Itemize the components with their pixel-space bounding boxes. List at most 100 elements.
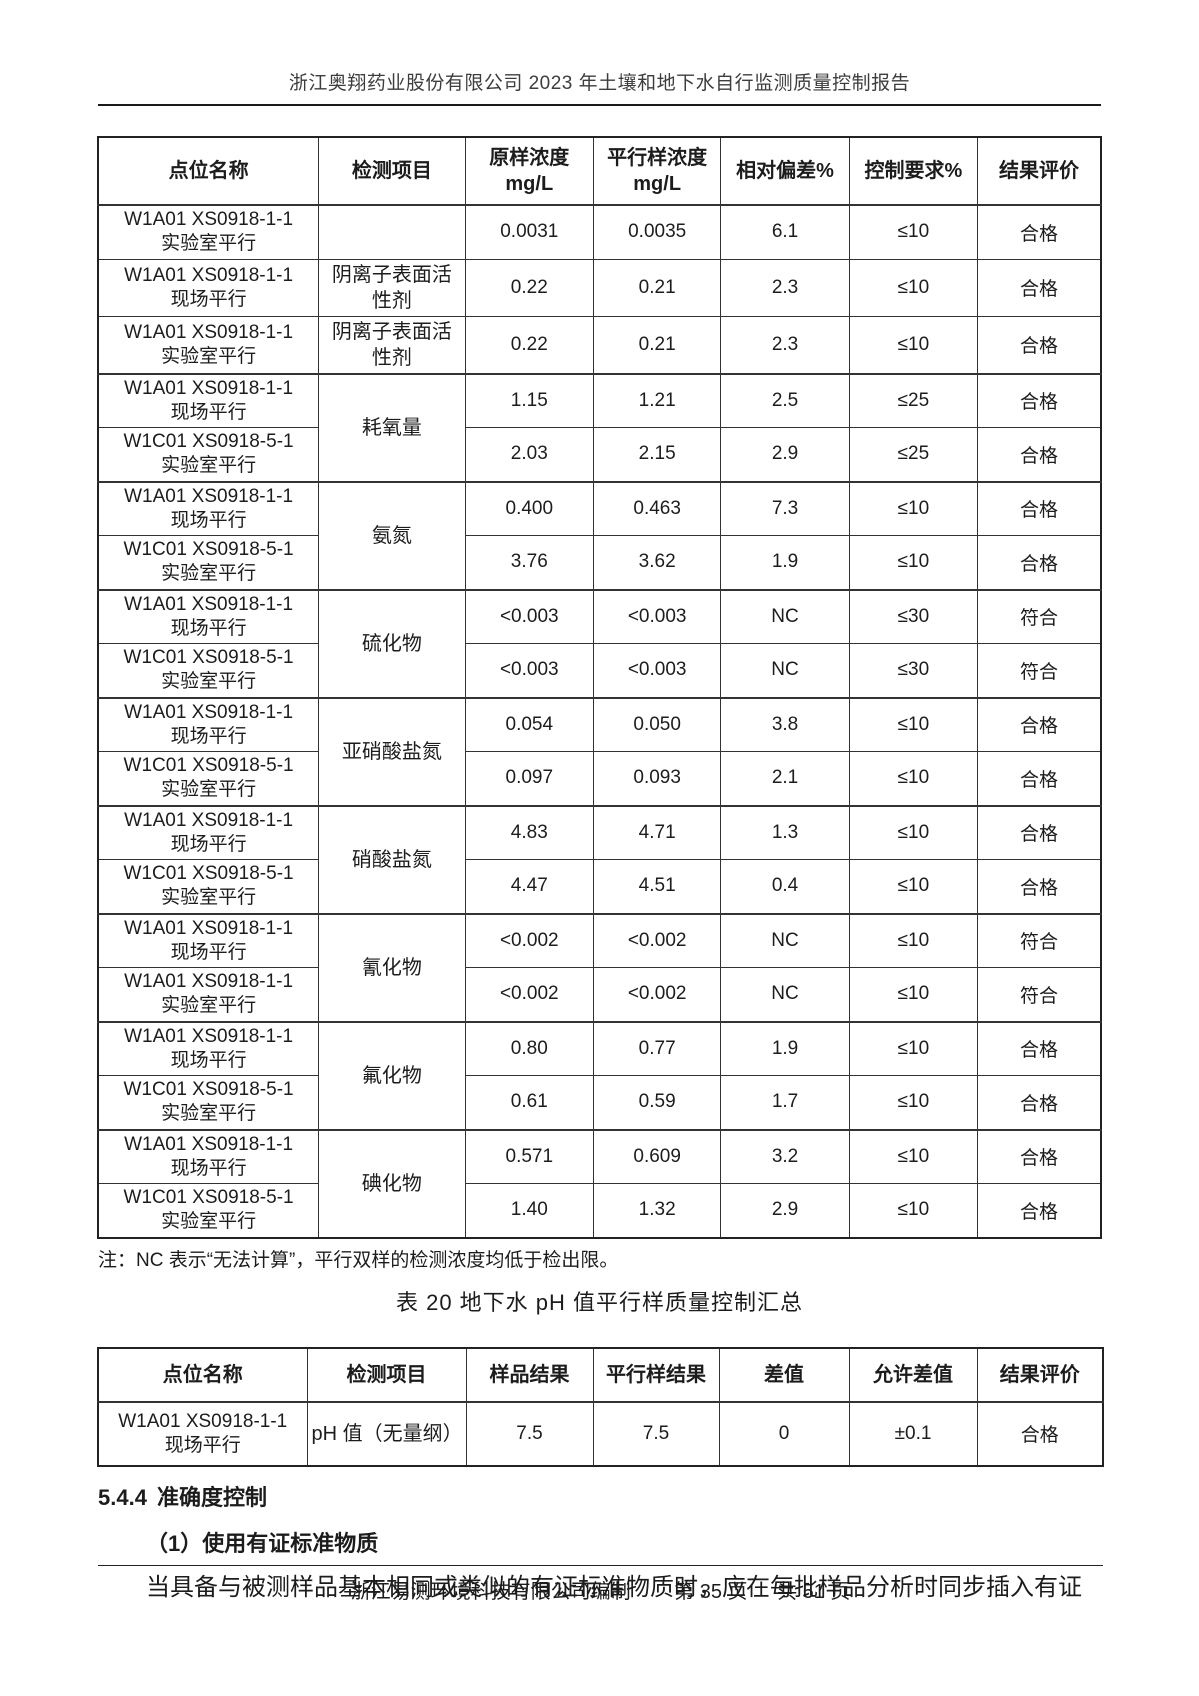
value-cell: 合格	[977, 258, 1102, 317]
value-cell: 1.21	[592, 372, 722, 428]
site-name-cell: W1A01 XS0918-1-1 实验室平行	[97, 967, 320, 1022]
value-cell: 0.77	[592, 1020, 722, 1076]
site-name-cell: W1A01 XS0918-1-1 现场平行	[97, 1128, 320, 1184]
value-cell: 1.15	[464, 372, 594, 428]
value-cell: 符合	[977, 643, 1102, 698]
value-cell: 符合	[977, 912, 1102, 968]
value-cell: 0.054	[464, 696, 594, 752]
section-number: 5.4.4	[98, 1484, 147, 1510]
value-cell: 0.80	[464, 1020, 594, 1076]
value-cell: 4.71	[592, 804, 722, 860]
value-cell: 7.3	[720, 480, 850, 536]
test-item-cell: 硝酸盐氮	[318, 804, 466, 914]
value-cell: 2.15	[592, 427, 722, 482]
value-cell: 0.22	[464, 315, 594, 374]
value-cell: ≤10	[848, 696, 979, 752]
parallel-sample-qc-table: 点位名称 检测项目 原样浓度 mg/L 平行样浓度 mg/L 相对偏差% 控制要求% 结果评…	[97, 136, 1102, 1239]
value-cell: 1.3	[720, 804, 850, 860]
value-cell: 0.4	[720, 859, 850, 914]
value-cell: 合格	[977, 204, 1102, 260]
site-name-cell: W1C01 XS0918-5-1 实验室平行	[97, 1075, 320, 1130]
site-name-cell: W1A01 XS0918-1-1 现场平行	[97, 258, 320, 317]
site-name-cell: W1C01 XS0918-5-1 实验室平行	[97, 1183, 320, 1238]
value-cell: 2.03	[464, 427, 594, 482]
value-cell: ≤10	[848, 1128, 979, 1184]
value-cell: ≤25	[848, 372, 979, 428]
value-cell: 0.050	[592, 696, 722, 752]
table-row: W1A01 XS0918-1-1 现场平行 硝酸盐氮 4.83 4.71 1.3 ≤10 合…	[97, 804, 1102, 914]
test-item-cell: 氨氮	[318, 480, 466, 590]
value-cell: <0.003	[592, 588, 722, 644]
value-cell: 2.3	[720, 315, 850, 374]
column-header: 样品结果	[465, 1347, 594, 1403]
value-cell: ≤10	[848, 859, 979, 914]
site-name-cell: W1C01 XS0918-5-1 实验室平行	[97, 535, 320, 590]
test-item-cell	[318, 204, 466, 260]
header-row: 点位名称 检测项目 样品结果 平行样结果 差值 允许差值 结果评价	[97, 1347, 1104, 1403]
site-name-cell: W1C01 XS0918-5-1 实验室平行	[97, 859, 320, 914]
value-cell: 0.0035	[592, 204, 722, 260]
value-cell: 合格	[977, 1075, 1102, 1130]
value-cell: 0.21	[592, 258, 722, 317]
value-cell: ≤10	[848, 1075, 979, 1130]
site-name-cell: W1A01 XS0918-1-1 现场平行	[97, 912, 320, 968]
value-cell: 0	[718, 1401, 850, 1466]
site-name-cell: W1A01 XS0918-1-1 实验室平行	[97, 315, 320, 374]
value-cell: 0.463	[592, 480, 722, 536]
value-cell: 符合	[977, 967, 1102, 1022]
value-cell: 2.9	[720, 427, 850, 482]
table-row: W1C01 XS0918-5-1 实验室平行 <0.003 <0.003 NC ≤30 符…	[97, 643, 1102, 698]
value-cell: <0.002	[592, 912, 722, 968]
value-cell: 合格	[977, 1128, 1102, 1184]
site-name-cell: W1A01 XS0918-1-1 现场平行	[97, 1020, 320, 1076]
ph-qc-table: 点位名称 检测项目 样品结果 平行样结果 差值 允许差值 结果评价 W1A01 XS0918-…	[97, 1346, 1104, 1467]
test-item-cell: 耗氧量	[318, 372, 466, 482]
page-footer: 浙江易测环境科技有限公司编制 第 35 页 共 51 页	[98, 1565, 1103, 1604]
column-header: 检测项目	[306, 1347, 467, 1403]
site-name-cell: W1A01 XS0918-1-1 实验室平行	[97, 204, 320, 260]
value-cell: ≤30	[848, 643, 979, 698]
value-cell: ≤10	[848, 480, 979, 536]
column-header: 平行样结果	[592, 1347, 720, 1403]
footer-page-total: 共 51 页	[777, 1581, 851, 1603]
table-row: W1C01 XS0918-5-1 实验室平行 4.47 4.51 0.4 ≤10 合格	[97, 859, 1102, 914]
value-cell: 3.76	[464, 535, 594, 590]
table-row: W1A01 XS0918-1-1 实验室平行 阴离子表面活性剂 0.22 0.21 2.…	[97, 315, 1102, 374]
column-header: 结果评价	[977, 136, 1102, 206]
value-cell: <0.003	[592, 643, 722, 698]
value-cell: 合格	[977, 1183, 1102, 1238]
value-cell: 1.40	[464, 1183, 594, 1238]
test-item-cell: pH 值（无量纲）	[306, 1401, 467, 1466]
value-cell: 7.5	[592, 1401, 720, 1466]
value-cell: <0.003	[464, 588, 594, 644]
value-cell: 0.59	[592, 1075, 722, 1130]
table-row: W1A01 XS0918-1-1 现场平行 pH 值（无量纲） 7.5 7.5 0 ±0.…	[97, 1401, 1104, 1466]
value-cell: 3.8	[720, 696, 850, 752]
value-cell: 0.093	[592, 751, 722, 806]
column-header: 点位名称	[97, 1347, 308, 1403]
value-cell: <0.002	[464, 912, 594, 968]
value-cell: 合格	[977, 1020, 1102, 1076]
table-row: W1A01 XS0918-1-1 现场平行 硫化物 <0.003 <0.003 NC ≤3…	[97, 588, 1102, 698]
value-cell: <0.002	[464, 967, 594, 1022]
section-heading: 5.4.4 准确度控制	[98, 1485, 1101, 1511]
value-cell: 6.1	[720, 204, 850, 260]
column-header: 点位名称	[97, 136, 320, 206]
site-name-cell: W1A01 XS0918-1-1 现场平行	[97, 372, 320, 428]
value-cell: 0.097	[464, 751, 594, 806]
footer-publisher: 浙江易测环境科技有限公司编制	[350, 1581, 631, 1603]
table20-title: 表 20 地下水 pH 值平行样质量控制汇总	[395, 1289, 804, 1315]
value-cell: 合格	[977, 751, 1102, 806]
header-row: 点位名称 检测项目 原样浓度 mg/L 平行样浓度 mg/L 相对偏差% 控制要求% 结果评…	[97, 136, 1102, 206]
site-name-cell: W1C01 XS0918-5-1 实验室平行	[97, 751, 320, 806]
site-name-cell: W1A01 XS0918-1-1 现场平行	[97, 1401, 308, 1466]
site-name-cell: W1C01 XS0918-5-1 实验室平行	[97, 643, 320, 698]
value-cell: 合格	[977, 427, 1102, 482]
value-cell: ≤10	[848, 1183, 979, 1238]
column-header: 控制要求%	[848, 136, 979, 206]
column-header: 差值	[718, 1347, 850, 1403]
value-cell: 3.62	[592, 535, 722, 590]
value-cell: 合格	[977, 859, 1102, 914]
footer-page-number: 第 35 页	[674, 1581, 748, 1603]
